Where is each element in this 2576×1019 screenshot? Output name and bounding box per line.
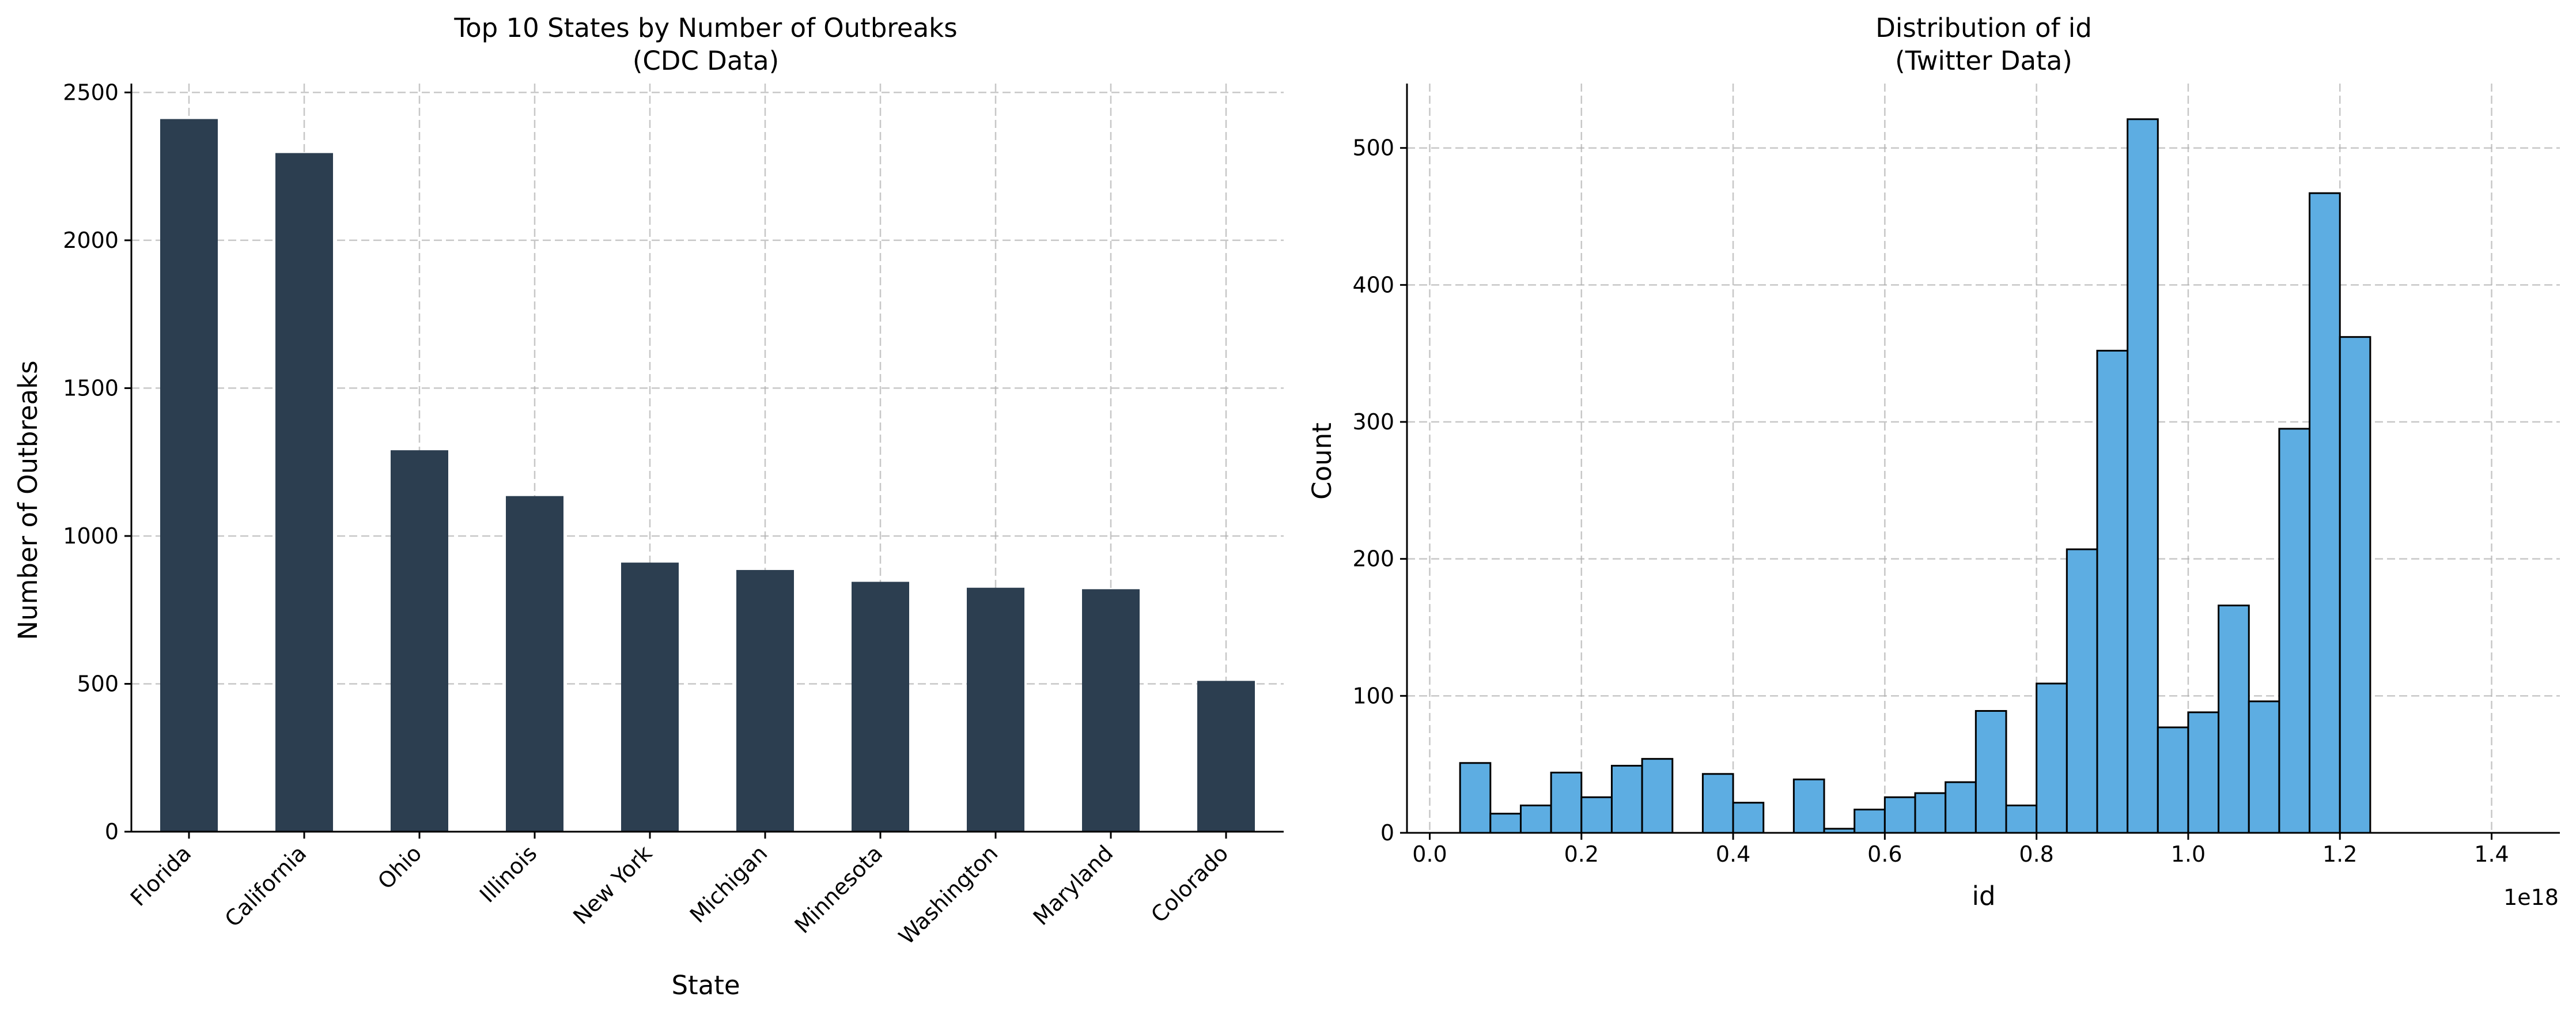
chart2-ytick-label: 500: [1352, 135, 1394, 161]
chart2-xtick-label: 0.6: [1867, 841, 1902, 867]
chart2-bar: [2157, 726, 2189, 834]
chart2-bar: [1641, 758, 1674, 834]
histogram-twitter: Distribution of id (Twitter Data) 0 100 20…: [1307, 13, 2560, 911]
chart1-bar: [1082, 589, 1140, 832]
chart2-ytick-label: 200: [1352, 546, 1394, 572]
chart2-ylabel: Count: [1307, 422, 1337, 500]
chart1-subtitle: (CDC Data): [633, 46, 779, 76]
chart2-xtick-label: 0.4: [1716, 841, 1750, 867]
chart2-xlabel: id: [1972, 881, 1995, 911]
chart2-xtick-label: 1.0: [2171, 841, 2206, 867]
chart1-xtick-label: Colorado: [1146, 840, 1233, 927]
chart1-ytick-label: 1000: [63, 523, 119, 549]
chart2-bar: [2187, 711, 2220, 834]
chart2-xtick-label: 0.8: [2019, 841, 2053, 867]
chart1-bar: [621, 563, 679, 832]
chart1-ytick-label: 2500: [63, 80, 119, 105]
chart2-bar: [1732, 802, 1765, 834]
chart2-bar: [2127, 118, 2159, 834]
chart1-bar: [852, 582, 909, 832]
chart2-bar: [2036, 682, 2068, 834]
chart1-ytick-label: 500: [77, 671, 119, 696]
chart2-bar: [1459, 762, 1492, 834]
chart2-ytick-label: 100: [1352, 683, 1394, 708]
chart1-xtick-label: Michigan: [685, 840, 773, 928]
chart1-xtick-label: Minnesota: [790, 840, 888, 938]
chart2-bar: [2005, 804, 2038, 834]
chart2-bar: [1853, 809, 1886, 834]
bar-chart-cdc: Top 10 States by Number of Outbreaks (CD…: [13, 13, 1284, 1001]
chart1-bar: [967, 587, 1024, 832]
chart2-xtick-label: 0.2: [1564, 841, 1599, 867]
chart2-xtick-label: 1.2: [2322, 841, 2357, 867]
chart1-xtick-label: Florida: [126, 840, 196, 911]
chart1-bar: [160, 119, 218, 832]
chart2-bar: [2309, 192, 2341, 834]
chart1-xtick-label: New York: [568, 840, 657, 929]
chart2-bar: [1550, 771, 1583, 834]
chart1-bar: [506, 496, 563, 832]
chart2-bar: [1701, 773, 1734, 834]
chart1-ytick-label: 0: [105, 819, 119, 844]
chart2-ytick-label: 300: [1352, 409, 1394, 435]
chart1-bar: [391, 450, 448, 832]
chart1-bar: [1197, 681, 1255, 832]
chart2-ytick-label: 0: [1380, 820, 1394, 846]
chart2-bar: [2278, 428, 2311, 834]
chart2-xtick-label: 1.4: [2474, 841, 2509, 867]
chart2-bar: [1610, 765, 1643, 834]
chart1-xtick-label: Ohio: [373, 840, 426, 894]
chart2-bar: [1519, 804, 1552, 834]
chart2-bar: [2218, 604, 2250, 834]
chart2-title: Distribution of id: [1875, 13, 2092, 43]
chart1-xtick-label: Illinois: [475, 840, 542, 907]
chart2-bar: [1945, 781, 1977, 834]
chart2-subtitle: (Twitter Data): [1895, 46, 2072, 76]
chart2-bar: [1914, 792, 1947, 834]
chart1-ytick-label: 2000: [63, 228, 119, 253]
chart2-bar: [2339, 336, 2371, 834]
chart1-ylabel: Number of Outbreaks: [13, 360, 43, 640]
chart1-xtick-label: Washington: [894, 840, 1003, 949]
chart2-bar: [2066, 548, 2098, 834]
chart1-ytick-label: 1500: [63, 375, 119, 401]
chart2-bar: [1883, 796, 1916, 834]
chart2-xtick-label: 0.0: [1412, 841, 1447, 867]
chart1-bar: [275, 153, 333, 832]
chart2-bar: [2248, 700, 2280, 834]
chart2-offset-label: 1e18: [2503, 885, 2559, 910]
chart2-bar: [1580, 796, 1613, 834]
chart1-bar: [736, 569, 794, 832]
chart2-bar: [2096, 349, 2129, 834]
chart2-ytick-label: 400: [1352, 272, 1394, 297]
chart2-bar: [1489, 813, 1522, 834]
chart1-xtick-label: Maryland: [1028, 840, 1118, 930]
chart1-xtick-label: California: [220, 840, 312, 932]
chart1-xlabel: State: [671, 970, 740, 1001]
chart1-title: Top 10 States by Number of Outbreaks: [453, 13, 957, 43]
chart2-bar: [1974, 709, 2007, 834]
chart2-bar: [1792, 778, 1825, 834]
